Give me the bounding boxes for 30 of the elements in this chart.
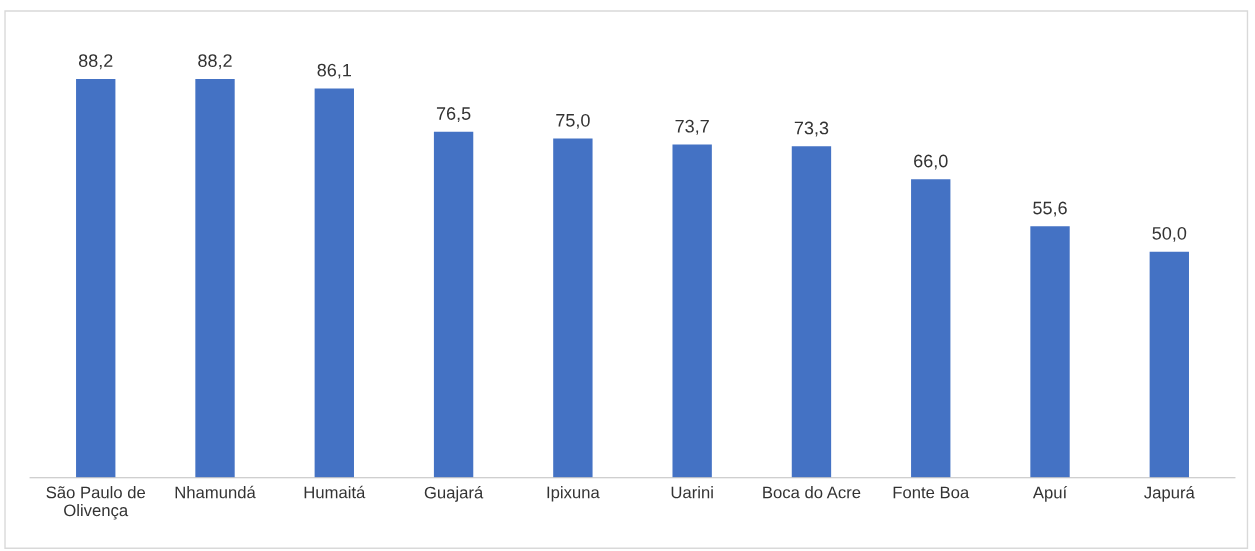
x-tick-label: Japurá [1144, 486, 1195, 502]
bar [791, 146, 832, 478]
bar [1030, 226, 1070, 478]
x-tick-label: São Paulo de Olivença [46, 486, 146, 520]
x-tick-label: Fonte Boa [893, 486, 970, 499]
x-tick-label: Apuí [1032, 486, 1068, 502]
data-label: 88,2 [78, 54, 113, 70]
x-tick-label: Boca do Acre [763, 486, 861, 499]
data-label: 50,0 [1152, 226, 1187, 242]
data-label: 73,7 [675, 119, 709, 135]
bar [553, 138, 593, 478]
data-label: 73,3 [794, 121, 829, 137]
x-tick-label: Nhamundá [175, 485, 256, 499]
data-label: 86,1 [317, 63, 351, 79]
bar [195, 78, 235, 478]
bar [911, 179, 951, 478]
bar [672, 144, 712, 478]
bar [314, 88, 354, 478]
x-tick-label: Ipixuna [547, 486, 600, 502]
data-label: 66,0 [914, 154, 948, 170]
bar [76, 78, 116, 478]
data-label: 88,2 [198, 54, 232, 70]
bar [1149, 251, 1189, 478]
data-label: 55,6 [1033, 201, 1067, 217]
x-tick-label: Guajará [424, 486, 484, 502]
bar [433, 131, 474, 478]
data-label: 75,0 [556, 113, 590, 129]
data-label: 76,5 [436, 107, 471, 123]
x-tick-label: Uarini [671, 486, 713, 499]
x-tick-label: Humaitá [304, 485, 366, 499]
